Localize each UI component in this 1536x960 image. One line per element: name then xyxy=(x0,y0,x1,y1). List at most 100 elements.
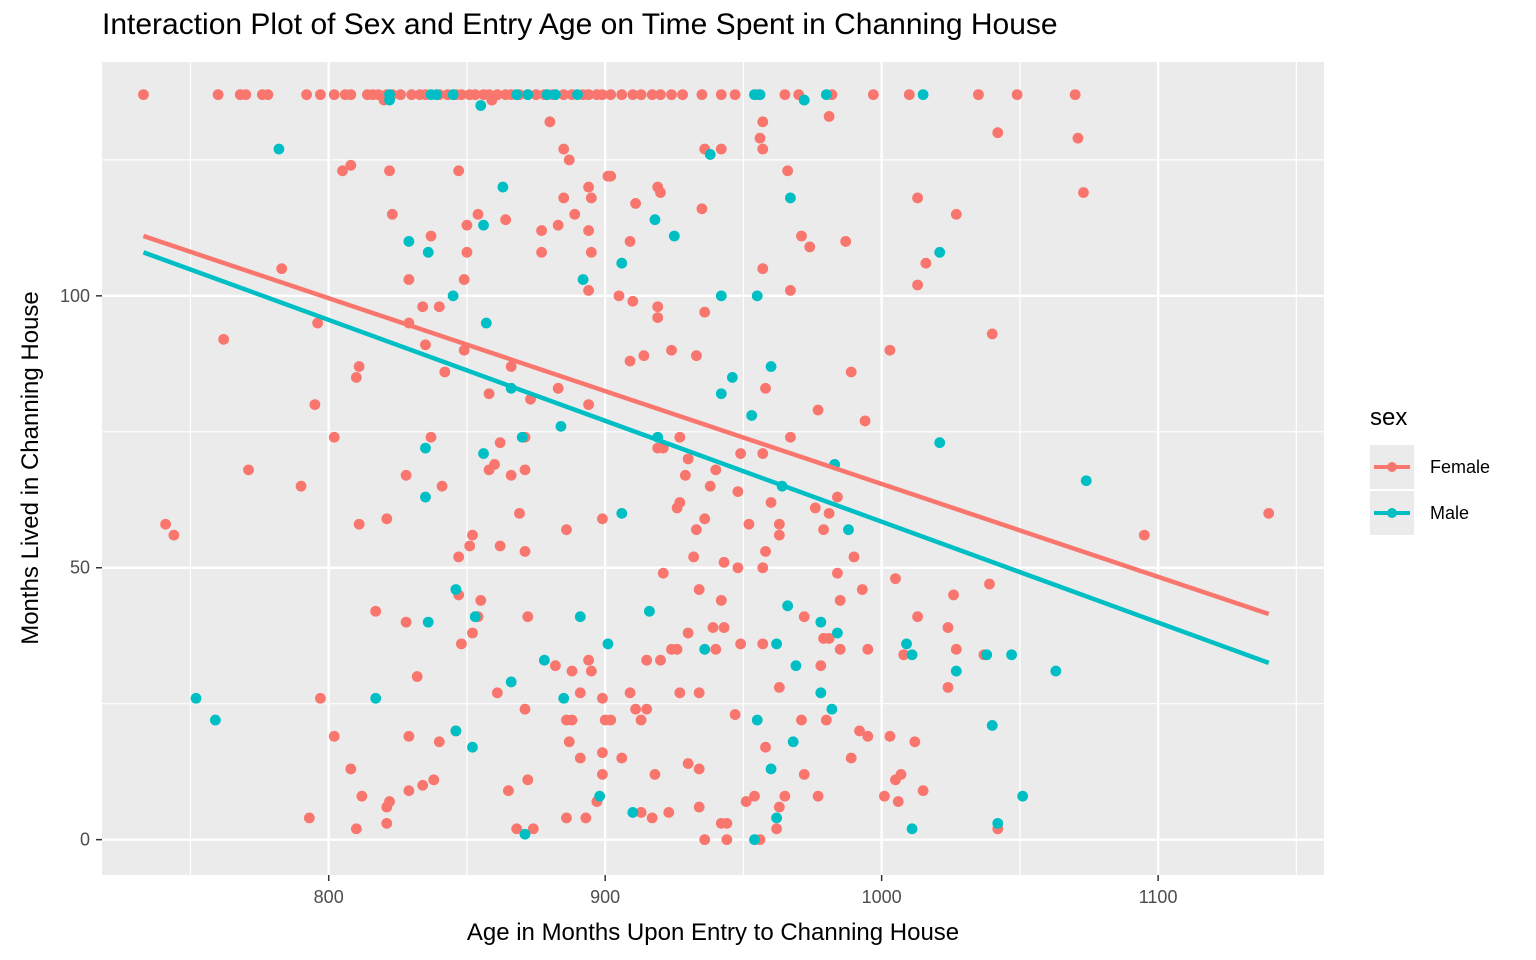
point-female xyxy=(699,834,711,846)
point-female xyxy=(735,638,747,650)
point-female xyxy=(693,763,705,775)
point-female xyxy=(892,796,904,807)
point-female xyxy=(597,513,608,525)
point-female xyxy=(666,344,677,356)
point-female xyxy=(942,622,954,633)
point-female xyxy=(475,594,487,606)
point-female xyxy=(627,295,639,307)
point-male xyxy=(1050,665,1062,677)
point-female xyxy=(439,366,451,378)
point-female xyxy=(693,687,705,699)
point-male xyxy=(447,290,459,302)
point-female xyxy=(472,208,484,220)
point-female xyxy=(749,790,760,802)
point-female xyxy=(699,306,711,318)
point-male xyxy=(384,94,395,106)
point-female xyxy=(743,518,755,530)
point-female xyxy=(1078,187,1089,198)
point-female xyxy=(400,469,412,481)
point-male xyxy=(782,600,794,612)
point-female xyxy=(655,187,666,198)
point-male xyxy=(511,89,523,101)
point-female xyxy=(453,551,465,563)
point-female xyxy=(729,89,741,101)
point-female xyxy=(641,703,653,715)
point-female xyxy=(1011,89,1023,101)
point-male xyxy=(826,703,838,715)
point-female xyxy=(757,448,769,459)
point-female xyxy=(903,89,915,101)
point-female xyxy=(641,654,653,666)
grid-lines xyxy=(102,62,1324,875)
point-male xyxy=(787,736,799,748)
point-female xyxy=(823,507,835,519)
scatter-points xyxy=(138,89,1275,846)
point-female xyxy=(856,584,868,595)
point-male xyxy=(771,638,782,650)
point-female xyxy=(453,165,465,177)
point-male xyxy=(616,257,628,269)
legend-title: sex xyxy=(1370,404,1408,431)
point-female xyxy=(909,736,921,748)
point-female xyxy=(796,714,807,726)
point-female xyxy=(671,502,683,514)
point-male xyxy=(815,616,827,628)
point-female xyxy=(328,89,340,101)
point-male xyxy=(906,823,918,835)
point-female xyxy=(243,464,254,476)
point-female xyxy=(820,714,832,726)
point-female xyxy=(583,89,594,101)
point-male xyxy=(798,94,810,106)
point-male xyxy=(1080,475,1092,487)
point-female xyxy=(381,817,393,829)
point-female xyxy=(605,170,617,182)
point-female xyxy=(544,116,556,128)
point-female xyxy=(469,89,481,101)
point-male xyxy=(765,361,777,372)
point-female xyxy=(710,464,722,476)
point-male xyxy=(273,143,285,155)
point-female xyxy=(597,768,608,780)
point-male xyxy=(790,660,802,672)
legend-key-female xyxy=(1370,445,1414,489)
point-female xyxy=(489,459,500,470)
point-female xyxy=(403,785,415,797)
point-female xyxy=(295,480,307,492)
point-female xyxy=(301,89,312,101)
point-female xyxy=(771,823,782,835)
point-female xyxy=(561,524,572,536)
point-male xyxy=(420,491,431,503)
point-female xyxy=(503,785,514,797)
point-female xyxy=(696,89,708,101)
point-female xyxy=(563,154,575,166)
point-male xyxy=(594,790,606,802)
point-female xyxy=(682,627,694,639)
point-female xyxy=(773,681,785,693)
point-female xyxy=(425,230,437,242)
point-male xyxy=(541,89,553,101)
point-male xyxy=(574,611,586,623)
point-male xyxy=(420,442,431,454)
point-female xyxy=(240,89,252,101)
point-female xyxy=(403,730,415,742)
point-female xyxy=(483,388,495,400)
point-female xyxy=(721,834,733,846)
point-female xyxy=(384,165,395,177)
point-female xyxy=(574,687,586,699)
point-female xyxy=(585,665,597,677)
point-male xyxy=(447,89,459,101)
point-male xyxy=(431,89,442,101)
point-male xyxy=(558,692,570,704)
point-male xyxy=(832,627,843,639)
point-female xyxy=(519,464,531,476)
point-female xyxy=(912,279,923,291)
point-female xyxy=(458,344,470,356)
point-male xyxy=(209,714,221,726)
point-female xyxy=(514,507,525,519)
legend-item-female: Female xyxy=(1370,444,1490,490)
point-female xyxy=(884,730,896,742)
point-female xyxy=(350,372,362,383)
point-female xyxy=(879,790,890,802)
point-male xyxy=(785,192,796,204)
point-female xyxy=(425,431,437,443)
